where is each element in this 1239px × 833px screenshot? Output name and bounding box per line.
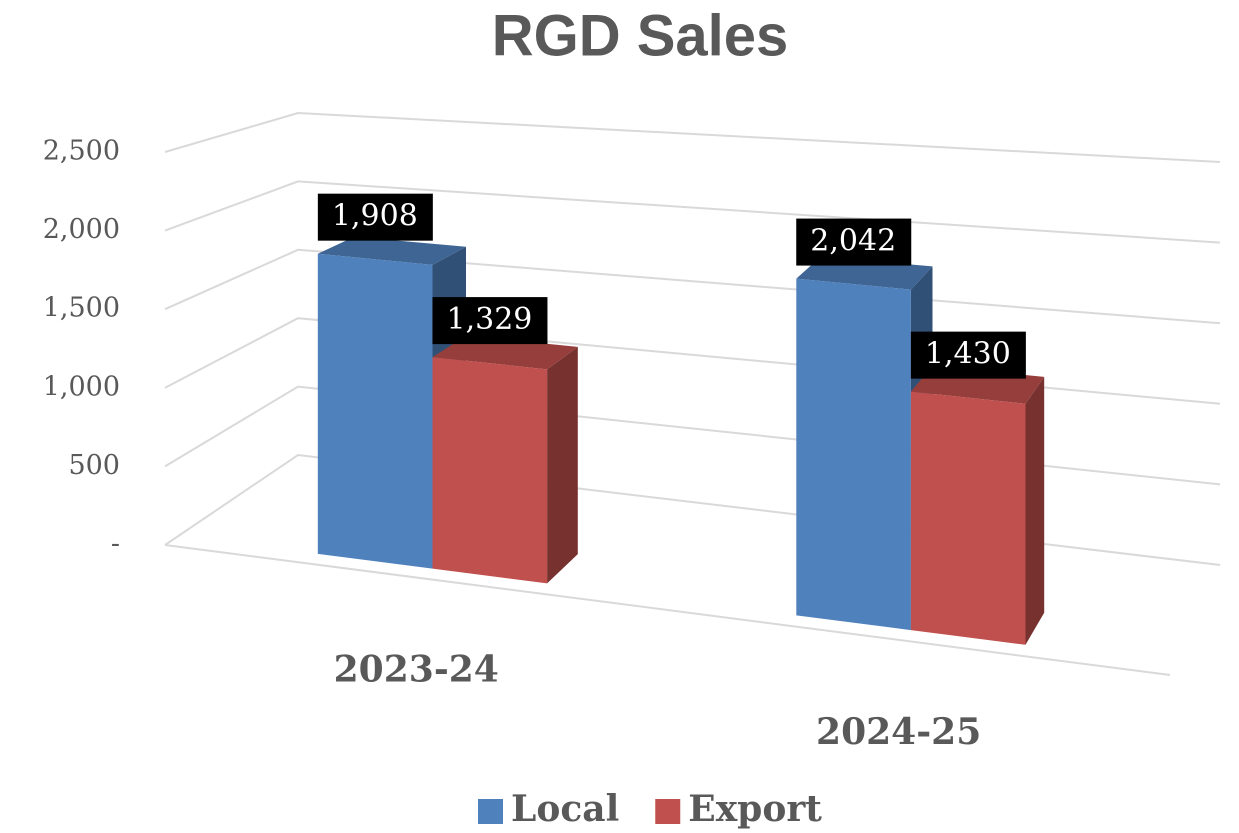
bar-front xyxy=(317,253,433,569)
value-label-box xyxy=(910,331,1026,379)
bar xyxy=(910,366,1045,645)
value-label-box xyxy=(317,193,433,241)
y-tick-label: 1,000 xyxy=(43,371,120,402)
y-tick-label: - xyxy=(111,529,120,560)
bar-front xyxy=(796,278,911,631)
legend-label: Export xyxy=(688,788,822,830)
y-tick-label: 1,500 xyxy=(43,293,120,324)
bar-top xyxy=(432,335,578,370)
x-tick-label: 2024-25 xyxy=(816,711,981,753)
bar xyxy=(432,335,578,584)
chart-title: RGD Sales xyxy=(492,3,789,68)
grid-line xyxy=(164,180,1221,244)
y-tick-label: 500 xyxy=(68,450,120,481)
y-tick-label: 2,000 xyxy=(43,214,120,245)
x-tick-label: 2023-24 xyxy=(334,649,499,691)
floor-edge xyxy=(164,544,1171,676)
legend-swatch xyxy=(655,799,681,824)
legend-label: Local xyxy=(511,788,619,830)
bar-side xyxy=(1025,376,1045,645)
bar-front xyxy=(910,391,1026,645)
bar-side xyxy=(547,346,578,584)
value-label: 1,430 xyxy=(925,337,1011,372)
y-tick-label: 2,500 xyxy=(43,136,120,167)
value-label-box xyxy=(432,297,548,345)
value-label: 2,042 xyxy=(810,224,896,259)
grid-line xyxy=(164,111,1221,163)
bar-front xyxy=(432,357,548,584)
value-label: 1,908 xyxy=(332,199,418,234)
value-label: 1,329 xyxy=(447,302,533,337)
value-label-box xyxy=(796,218,912,266)
legend-swatch xyxy=(478,799,503,824)
bar-top xyxy=(317,236,466,265)
